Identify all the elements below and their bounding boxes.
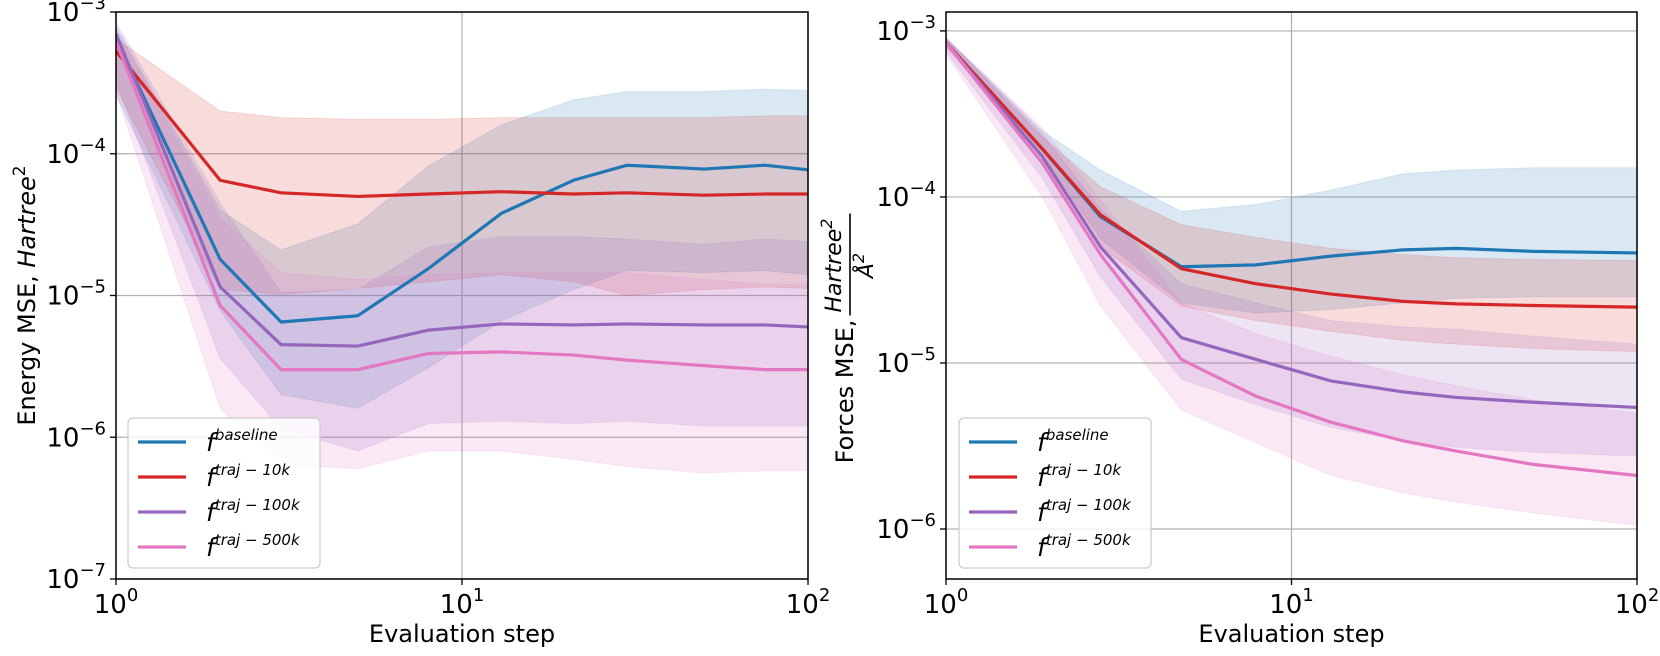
y-tick-label: 10−3: [46, 0, 106, 28]
series-line-baseline: [116, 37, 808, 324]
y-tick-label: 10−4: [46, 135, 106, 170]
y-axis-label: Energy MSE, Hartree2: [10, 165, 41, 425]
x-tick-label: 101: [1269, 585, 1314, 620]
confidence-band-traj_10k: [116, 37, 808, 297]
plot-area: [946, 37, 1637, 527]
series-line-traj_10k: [116, 50, 808, 199]
legend-box: [958, 417, 1152, 569]
y-axis-label-text: Forces MSE,: [831, 320, 859, 464]
energy-mse-chart: 100 101 102 10−7 10−6 10−5 10−4 10−3 Evaluation …: [10, 0, 830, 648]
x-tick-label: 100: [94, 585, 139, 620]
x-tick-label: 100: [924, 585, 969, 620]
y-tick-label: 10−6: [46, 418, 106, 453]
y-tick-label: 10−7: [46, 560, 106, 595]
confidence-band-baseline: [116, 26, 808, 409]
legend-box: [127, 417, 321, 569]
y-tick-label: 10−4: [876, 178, 936, 213]
confidence-band-traj_500k: [946, 37, 1637, 527]
x-axis-label: Evaluation step: [369, 620, 555, 648]
series-line-traj_500k: [116, 40, 808, 372]
series-line-traj_10k: [946, 41, 1637, 309]
x-axis-label: Evaluation step: [1198, 620, 1384, 648]
x-tick-label: 101: [440, 585, 485, 620]
y-tick-label: 10−5: [46, 277, 106, 312]
confidence-band-traj_10k: [946, 37, 1637, 353]
y-tick-label: 10−5: [876, 344, 936, 379]
y-axis-label-denominator: Å2: [849, 253, 879, 280]
y-tick-label: 10−3: [876, 12, 936, 47]
legend-label-traj_100k: ftraj − 100k: [206, 496, 301, 527]
series-line-traj_100k: [946, 41, 1637, 410]
series-line-traj_100k: [116, 33, 808, 348]
x-tick-label: 102: [1615, 585, 1660, 620]
plot-area: [116, 20, 808, 474]
series-line-traj_500k: [946, 41, 1637, 478]
y-tick-label: 10−6: [876, 510, 936, 545]
y-axis-label-numerator: Hartree2: [817, 219, 847, 313]
forces-mse-chart: 100 101 102 10−6 10−5 10−4 10−3 Evaluation step…: [817, 11, 1660, 648]
confidence-band-traj_100k: [946, 37, 1637, 457]
confidence-band-baseline: [946, 37, 1637, 314]
x-tick-label: 102: [786, 585, 831, 620]
